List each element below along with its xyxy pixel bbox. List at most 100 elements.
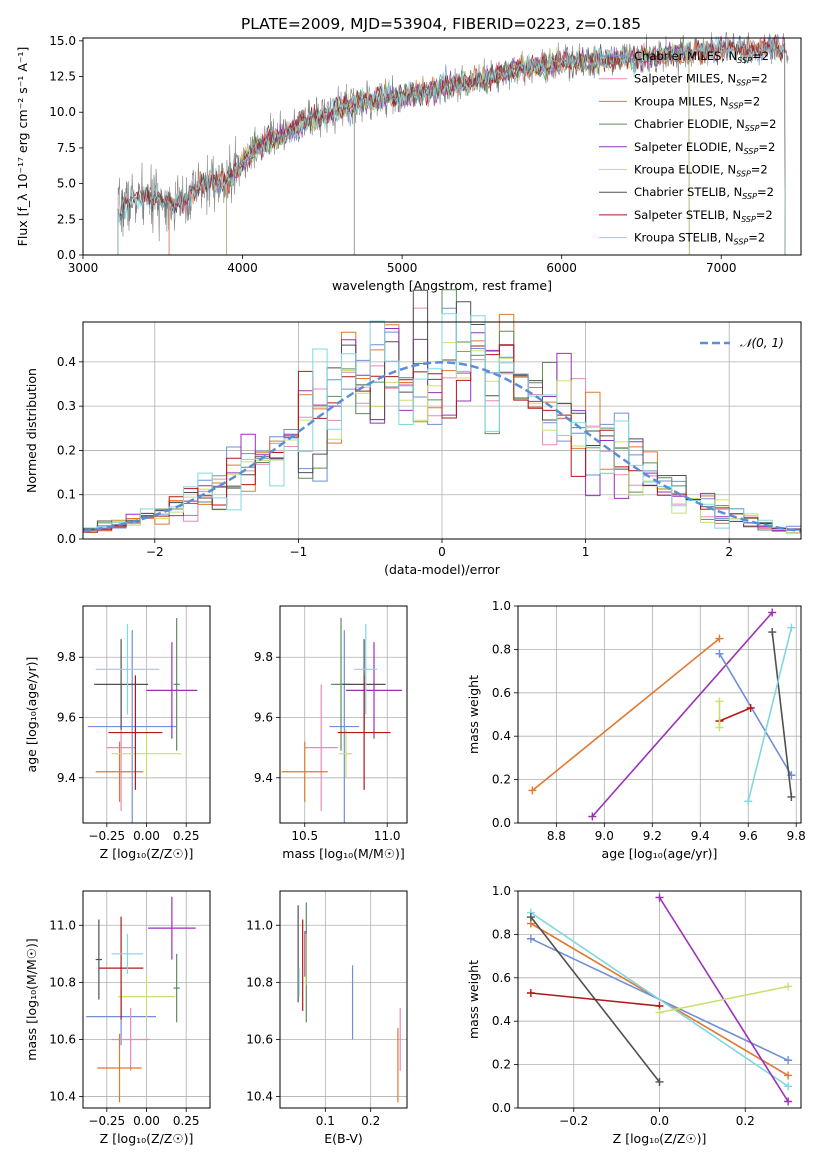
y-tick-label: 9.4 xyxy=(254,771,273,785)
x-axis-label: Z [log₁₀(Z/Z☉)] xyxy=(100,1131,194,1146)
y-tick-label: 11.0 xyxy=(49,918,76,932)
legend-label: Chabrier MILES, NSSP=2 xyxy=(634,49,769,65)
x-tick-label: −0.25 xyxy=(88,1114,125,1128)
plot-area xyxy=(82,289,802,534)
histogram-series xyxy=(83,313,801,531)
axes-frame: −2 −1 0 1 2 0.0 0.1 0.2 0.3 0.4 (data-model)/error… xyxy=(24,321,802,577)
y-tick-label: 0.4 xyxy=(492,1014,511,1028)
x-tick-label: 0.25 xyxy=(173,829,200,843)
plus-marker xyxy=(746,703,755,712)
y-tick-label: 11.0 xyxy=(246,918,273,932)
y-tick-label: 7.5 xyxy=(57,141,76,155)
x-tick-label: 9.6 xyxy=(739,829,758,843)
y-tick-label: 1.0 xyxy=(492,884,511,898)
legend-label: Salpeter MILES, NSSP=2 xyxy=(634,72,768,88)
y-tick-label: 5.0 xyxy=(57,177,76,191)
y-tick-label: 0.0 xyxy=(492,1101,511,1115)
plot-area xyxy=(87,618,198,823)
legend-text-part: Salpeter STELIB, N xyxy=(634,208,741,222)
legend-text-part: =2 xyxy=(751,72,768,86)
legend-label: Salpeter ELODIE, NSSP=2 xyxy=(634,140,775,156)
panel-age-vs-mass: 10.5 11.0 9.4 9.6 9.8 mass [log₁₀(M/M☉)] xyxy=(254,605,408,861)
panel-age-vs-Z: −0.25 0.00 0.25 9.4 9.6 9.8 Z [log₁₀(Z/Z☉)] age… xyxy=(24,605,211,861)
series-line xyxy=(530,912,789,1087)
panel-mass-weight-vs-Z: −0.2 0.0 0.2 0.0 0.2 0.4 0.6 0.8 1.0 Z [log₁₀(Z/Z… xyxy=(466,884,802,1146)
x-tick-label: 2 xyxy=(725,545,733,559)
y-tick-label: 2.5 xyxy=(57,212,76,226)
plus-marker xyxy=(715,634,724,643)
legend-text-part: =2 xyxy=(757,185,774,199)
plus-marker xyxy=(787,792,796,801)
series-line xyxy=(531,637,721,792)
y-tick-label: 0.4 xyxy=(492,729,511,743)
axes-frame: −0.25 0.00 0.25 10.4 10.6 10.8 11.0 Z [log₁₀(Z/… xyxy=(24,890,211,1146)
plus-marker xyxy=(715,697,724,706)
y-tick-label: 1.0 xyxy=(492,599,511,613)
legend-label: 𝒩(0, 1) xyxy=(740,336,784,350)
y-tick-label: 0.1 xyxy=(57,488,76,502)
plus-marker xyxy=(655,1008,664,1017)
y-tick-label: 0.0 xyxy=(492,816,511,830)
x-tick-label: 8.8 xyxy=(547,829,566,843)
legend-subscript: SSP xyxy=(736,79,751,88)
plot-area xyxy=(117,31,789,256)
x-axis-label: wavelength [Angstrom, rest frame] xyxy=(332,278,552,293)
series-line xyxy=(747,627,793,802)
plus-marker xyxy=(784,1097,793,1106)
legend-subscript: SSP xyxy=(729,101,744,110)
series-line xyxy=(718,653,793,776)
y-tick-label: 10.8 xyxy=(49,975,76,989)
axes-frame: −0.25 0.00 0.25 9.4 9.6 9.8 Z [log₁₀(Z/Z☉)] age… xyxy=(24,605,211,861)
x-tick-label: 3000 xyxy=(68,261,99,275)
x-tick-label: 0.1 xyxy=(316,1114,335,1128)
y-axis-label: Normed distribution xyxy=(24,368,39,493)
series-line xyxy=(659,985,789,1014)
legend-subscript: SSP xyxy=(736,170,751,179)
panel-mass-vs-Z: −0.25 0.00 0.25 10.4 10.6 10.8 11.0 Z [log₁₀(Z/… xyxy=(24,890,211,1146)
y-tick-label: 9.6 xyxy=(57,711,76,725)
y-tick-label: 12.5 xyxy=(49,70,76,84)
gaussian-curve xyxy=(82,361,802,533)
data-spectrum-line xyxy=(117,31,789,256)
x-tick-label: −1 xyxy=(290,545,308,559)
residuals-legend: 𝒩(0, 1) xyxy=(700,336,784,350)
x-axis-label: Z [log₁₀(Z/Z☉)] xyxy=(613,1131,707,1146)
x-tick-label: 0 xyxy=(438,545,446,559)
series-line xyxy=(591,611,773,818)
histogram-series xyxy=(83,289,801,530)
y-tick-label: 0.2 xyxy=(57,443,76,457)
legend-text-part: =2 xyxy=(743,94,760,108)
x-tick-label: −0.25 xyxy=(88,829,125,843)
y-tick-label: 9.8 xyxy=(57,650,76,664)
y-tick-label: 0.0 xyxy=(57,248,76,262)
plus-marker xyxy=(768,608,777,617)
x-axis-label: mass [log₁₀(M/M☉)] xyxy=(282,846,404,861)
x-tick-label: 4000 xyxy=(227,261,258,275)
legend-label: Chabrier STELIB, NSSP=2 xyxy=(634,185,774,201)
series-line xyxy=(771,631,793,798)
legend-text-part: Chabrier STELIB, N xyxy=(634,185,742,199)
y-tick-label: 10.4 xyxy=(246,1090,273,1104)
x-tick-label: 5000 xyxy=(387,261,418,275)
plot-area xyxy=(526,893,793,1106)
legend-text-part: =2 xyxy=(760,117,777,131)
model-spectrum-line xyxy=(226,39,690,256)
y-axis-label: age [log₁₀(age/yr)] xyxy=(24,657,39,773)
plus-marker xyxy=(715,649,724,658)
plus-marker xyxy=(715,723,724,732)
spectrum-legend: Chabrier MILES, NSSP=2 Salpeter MILES, NS… xyxy=(599,49,776,247)
plus-marker xyxy=(655,893,664,902)
axes-frame: 0.1 0.2 10.4 10.6 10.8 11.0 E(B-V) xyxy=(246,890,408,1146)
legend-subscript: SSP xyxy=(734,238,749,247)
legend-label: Kroupa MILES, NSSP=2 xyxy=(634,94,760,110)
x-tick-label: 0.0 xyxy=(650,1114,669,1128)
panel-spectrum: 3000 4000 5000 6000 7000 0.0 2.5 5.0 7.5 10.0 12.5… xyxy=(15,31,802,293)
x-tick-label: 9.4 xyxy=(691,829,710,843)
x-tick-label: 10.5 xyxy=(291,829,318,843)
plot-area xyxy=(281,618,403,823)
y-tick-label: 0.6 xyxy=(492,686,511,700)
model-spectrum-line xyxy=(226,34,690,256)
figure-title: PLATE=2009, MJD=53904, FIBERID=0223, z=0… xyxy=(241,15,641,33)
y-tick-label: 10.6 xyxy=(246,1032,273,1046)
